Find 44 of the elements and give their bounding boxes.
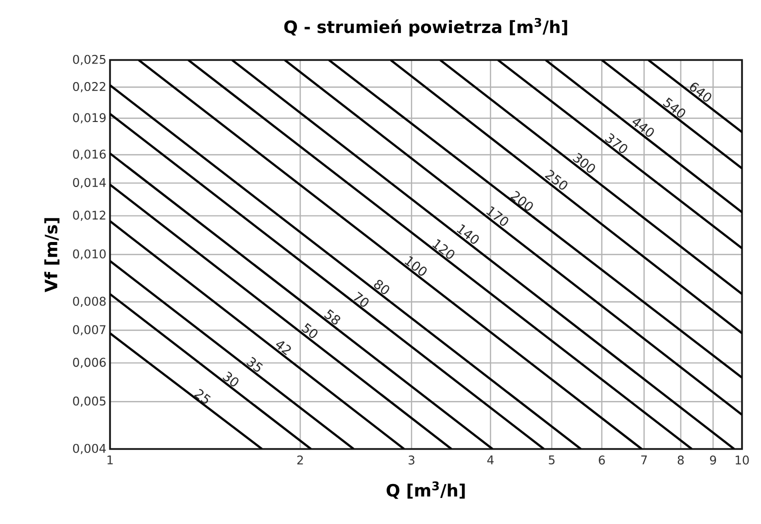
text: 50 <box>302 323 318 338</box>
text: 640 <box>690 82 712 102</box>
x-tick-label: 5 <box>548 456 555 464</box>
text: 250 <box>544 170 568 190</box>
text: 440 <box>632 118 654 137</box>
x-tick-label: 9 <box>710 456 716 465</box>
text: 25 <box>194 388 211 404</box>
text: 58 <box>324 309 340 325</box>
x-tick-label: 3 <box>408 456 414 465</box>
text: 300 <box>572 152 596 173</box>
text: 80 <box>374 280 390 294</box>
text: 140 <box>456 224 479 244</box>
x-tick-label: 8 <box>678 456 684 465</box>
y-tick-label: 0,019 <box>73 113 106 124</box>
y-tick-label: 0,014 <box>73 178 106 188</box>
y-tick-label: 0,007 <box>73 325 106 336</box>
y-tick-label: 0,008 <box>73 296 106 307</box>
text: 200 <box>510 190 533 211</box>
text: 100 <box>404 256 427 276</box>
text: 170 <box>486 206 508 226</box>
y-tick-label: 0,022 <box>73 82 106 92</box>
y-tick-label: 0,012 <box>73 210 106 221</box>
text: 70 <box>354 292 369 307</box>
x-tick-label: 6 <box>598 456 605 465</box>
y-tick-label: 0,006 <box>73 358 106 368</box>
x-axis-title: Q [m$^{3}$/h] <box>386 481 465 499</box>
y-tick-label: 0,005 <box>73 396 106 407</box>
text: 35 <box>246 356 263 372</box>
y-tick-label: 0,016 <box>73 150 106 160</box>
text: 540 <box>662 98 686 118</box>
x-tick-label: 1 <box>108 456 113 464</box>
y-tick-label: 0,025 <box>73 54 106 66</box>
y-tick-label: 0,004 <box>73 444 106 454</box>
text: 120 <box>432 239 454 259</box>
y-axis-title: Vf [m/s] <box>44 218 60 292</box>
x-tick-label: 7 <box>641 456 647 464</box>
x-tick-label: 4 <box>487 456 494 464</box>
text: 370 <box>604 133 628 154</box>
x-tick-label: 2 <box>297 456 303 464</box>
text: 30 <box>222 372 238 386</box>
text: 42 <box>276 341 291 356</box>
chart-title: Q - strumień powietrza [m$^{3}$/h] <box>284 18 568 36</box>
x-tick-label: 10 <box>736 456 749 465</box>
y-tick-label: 0,010 <box>73 249 106 260</box>
